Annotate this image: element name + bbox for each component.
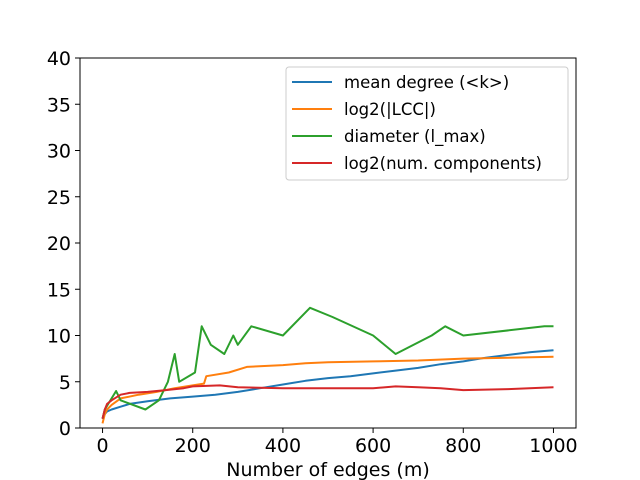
x-tick-label: 600 xyxy=(355,435,391,457)
legend-label: log2(|LCC|) xyxy=(344,100,436,119)
y-tick-label: 25 xyxy=(47,187,71,209)
series-line-2 xyxy=(101,306,554,420)
legend: mean degree (<k>) log2(|LCC|) diameter (l_… xyxy=(285,66,569,181)
y-tick-label: 30 xyxy=(47,141,71,163)
legend-box xyxy=(285,66,569,181)
x-tick-label: 1000 xyxy=(529,435,577,457)
x-axis-label: Number of edges (m) xyxy=(226,459,430,480)
y-tick-label: 0 xyxy=(59,418,71,440)
series-line-3 xyxy=(101,384,554,420)
y-tick-label: 40 xyxy=(47,48,71,70)
legend-label: log2(num. components) xyxy=(344,154,542,173)
y-tick-label: 15 xyxy=(47,279,71,301)
x-tick-label: 200 xyxy=(175,435,211,457)
series-line-1 xyxy=(101,355,554,424)
x-axis-ticks: 0 200 400 600 800 1000 xyxy=(96,428,578,457)
y-axis-ticks: 0 5 10 15 20 25 30 35 40 xyxy=(47,48,80,440)
x-tick-label: 400 xyxy=(265,435,301,457)
y-tick-label: 20 xyxy=(47,233,71,255)
legend-label: mean degree (<k>) xyxy=(344,73,509,92)
x-tick-label: 0 xyxy=(96,435,108,457)
legend-label: diameter (l_max) xyxy=(344,127,486,147)
y-tick-label: 35 xyxy=(47,94,71,116)
x-tick-label: 800 xyxy=(445,435,481,457)
plot-lines xyxy=(101,306,554,424)
series-line-0 xyxy=(101,349,554,420)
y-tick-label: 10 xyxy=(47,326,71,348)
y-tick-label: 5 xyxy=(59,372,71,394)
